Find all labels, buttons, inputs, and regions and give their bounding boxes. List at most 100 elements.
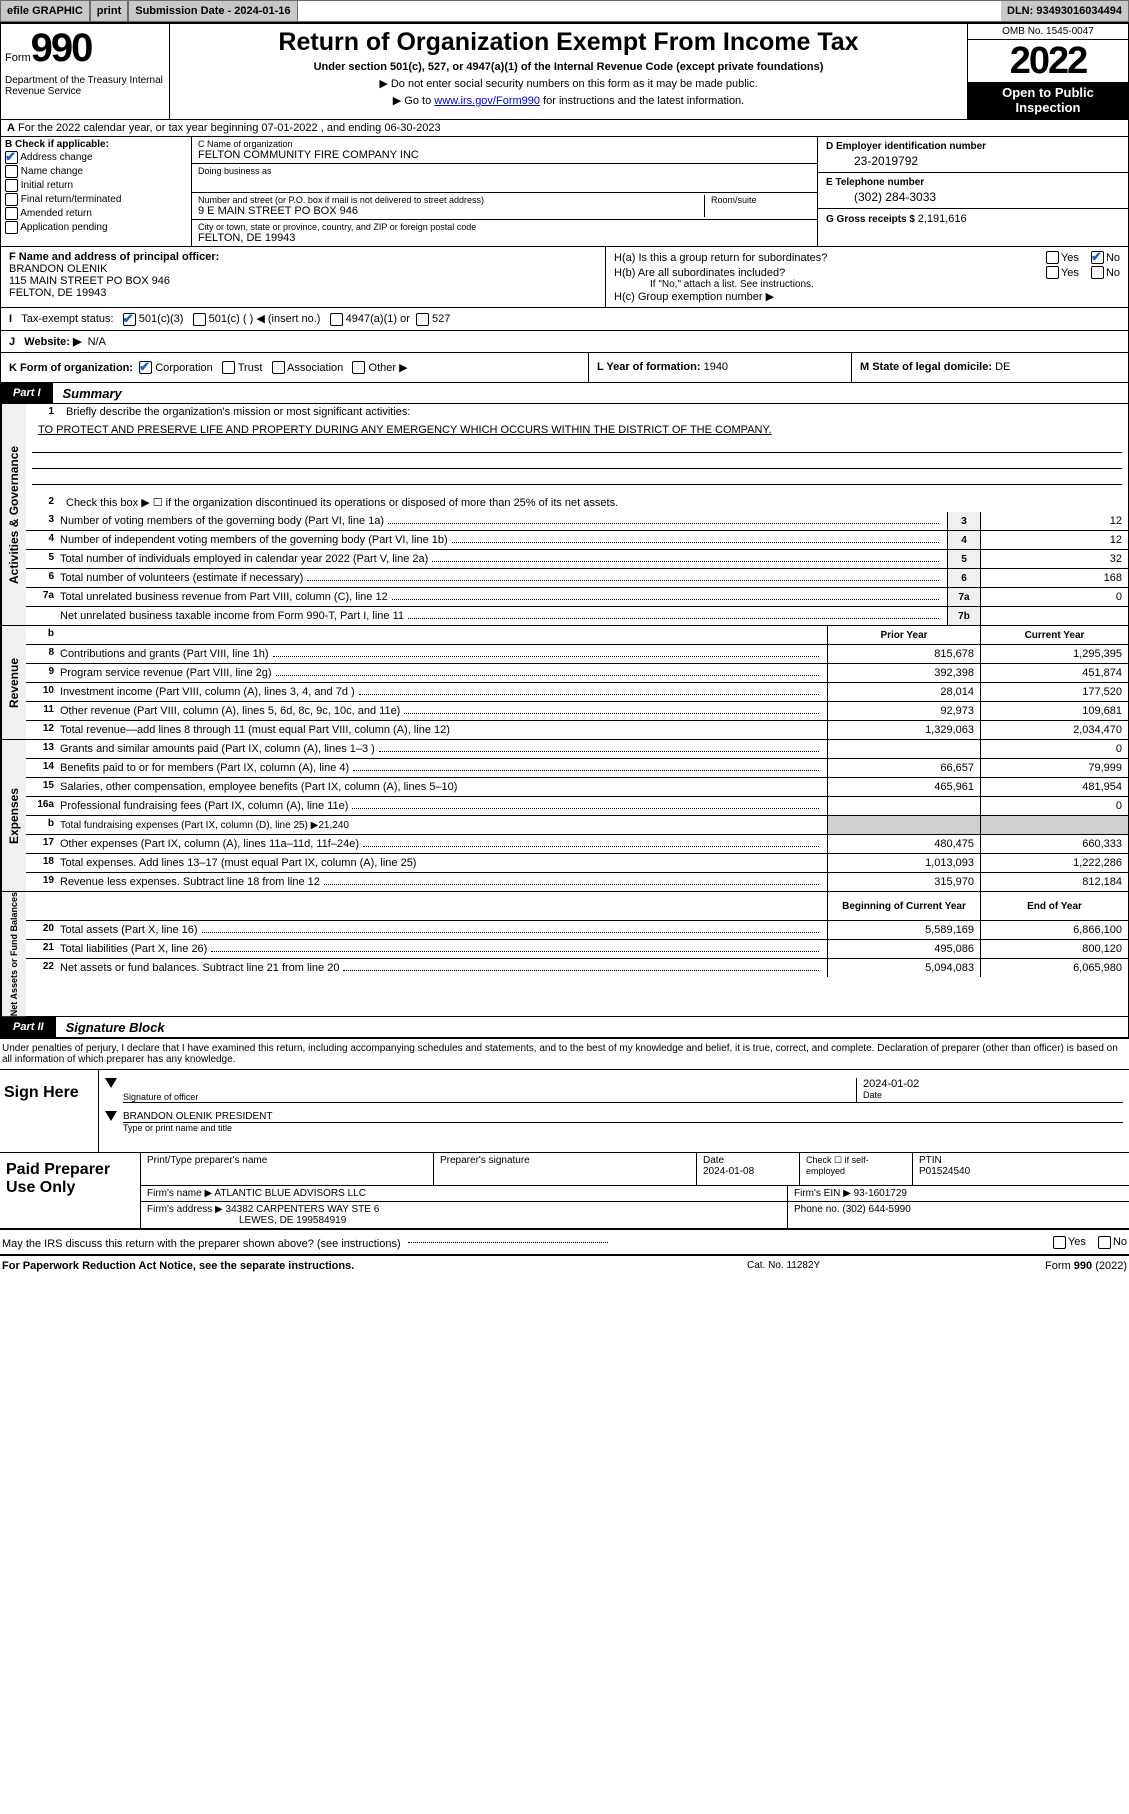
goto-pre: ▶ Go to [393, 95, 434, 107]
chk-trust[interactable] [222, 361, 235, 374]
expenses-section: Expenses 13Grants and similar amounts pa… [0, 740, 1129, 892]
efile-btn[interactable]: efile GRAPHIC [0, 0, 90, 22]
line19-text: Revenue less expenses. Subtract line 18 … [60, 876, 320, 888]
title-sub2b: ▶ Go to www.irs.gov/Form990 for instruct… [176, 94, 961, 107]
chk-other[interactable] [352, 361, 365, 374]
dba-lbl: Doing business as [198, 166, 811, 176]
room-lbl: Room/suite [711, 195, 811, 205]
line10-text: Investment income (Part VIII, column (A)… [60, 686, 355, 698]
hb-note: If "No," attach a list. See instructions… [614, 279, 1120, 290]
ptin-hdr: PTIN [919, 1155, 1123, 1166]
chk-address[interactable]: Address change [5, 151, 187, 164]
topbar-spacer [298, 0, 1001, 22]
officer-box: F Name and address of principal officer:… [1, 247, 606, 307]
pin-icon-2 [105, 1111, 117, 1121]
line15-prior: 465,961 [827, 778, 980, 796]
discuss-row: May the IRS discuss this return with the… [0, 1230, 1129, 1256]
org-name: FELTON COMMUNITY FIRE COMPANY INC [198, 149, 811, 161]
tel: (302) 284-3033 [826, 188, 1120, 204]
line22-text: Net assets or fund balances. Subtract li… [60, 962, 339, 974]
discuss-yes[interactable]: Yes [1053, 1234, 1086, 1250]
line11-text: Other revenue (Part VIII, column (A), li… [60, 705, 400, 717]
year-formation-lbl: L Year of formation: [597, 361, 701, 373]
row-i: I Tax-exempt status: 501(c)(3) 501(c) ( … [0, 308, 1129, 331]
prep-name-hdr: Print/Type preparer's name [141, 1153, 434, 1185]
chk-name[interactable]: Name change [5, 165, 187, 178]
line15-curr: 481,954 [980, 778, 1128, 796]
discuss-no[interactable]: No [1098, 1234, 1127, 1250]
ein-lbl: D Employer identification number [826, 141, 1120, 152]
print-btn[interactable]: print [90, 0, 128, 22]
line19-curr: 812,184 [980, 873, 1128, 891]
website: N/A [88, 336, 106, 348]
tax-year-range: For the 2022 calendar year, or tax year … [18, 122, 441, 134]
chk-4947[interactable] [330, 313, 343, 326]
ha-yes[interactable]: Yes [1046, 251, 1079, 264]
line20-curr: 6,866,100 [980, 921, 1128, 939]
top-bar: efile GRAPHIC print Submission Date - 20… [0, 0, 1129, 22]
sig-name-lbl: Type or print name and title [123, 1123, 1123, 1133]
line21-text: Total liabilities (Part X, line 26) [60, 943, 207, 955]
end-year-hdr: End of Year [980, 892, 1128, 920]
title-sub1: Under section 501(c), 527, or 4947(a)(1)… [176, 61, 961, 73]
gross-cell: G Gross receipts $ 2,191,616 [818, 209, 1128, 229]
chk-527[interactable] [416, 313, 429, 326]
revenue-section: Revenue bPrior YearCurrent Year 8Contrib… [0, 626, 1129, 740]
opt-trust: Trust [238, 362, 263, 374]
col-c: C Name of organization FELTON COMMUNITY … [192, 137, 817, 246]
street-cell: Number and street (or P.O. box if mail i… [192, 193, 817, 220]
form-number-box: Form990 Department of the Treasury Inter… [1, 24, 170, 119]
line18-prior: 1,013,093 [827, 854, 980, 872]
expenses-label: Expenses [1, 740, 26, 891]
chk-assoc[interactable] [272, 361, 285, 374]
hb-no[interactable]: No [1091, 266, 1120, 279]
row-a-taxyear: A For the 2022 calendar year, or tax yea… [0, 120, 1129, 137]
irs-link[interactable]: www.irs.gov/Form990 [434, 95, 540, 107]
year-formation: 1940 [704, 361, 728, 373]
tel-lbl: E Telephone number [826, 177, 1120, 188]
chk-corp[interactable] [139, 361, 152, 374]
chk-501c3[interactable] [123, 313, 136, 326]
firm-addr1: 34382 CARPENTERS WAY STE 6 [226, 1204, 380, 1215]
col-de: D Employer identification number 23-2019… [817, 137, 1128, 246]
penalties-text: Under penalties of perjury, I declare th… [0, 1038, 1129, 1069]
mission-line2 [32, 454, 1122, 469]
cat-no: Cat. No. 11282Y [747, 1260, 967, 1272]
line3-text: Number of voting members of the governin… [60, 515, 384, 527]
prep-date: 2024-01-08 [703, 1166, 793, 1177]
chk-final[interactable]: Final return/terminated [5, 193, 187, 206]
org-name-lbl: C Name of organization [198, 139, 811, 149]
firm-addr2: LEWES, DE 199584919 [147, 1215, 781, 1226]
part2-tag: Part II [1, 1017, 56, 1037]
chk-amended[interactable]: Amended return [5, 207, 187, 220]
formorg-lbl: K Form of organization: [9, 362, 133, 374]
form-word: Form [5, 52, 31, 64]
line16b-val: 21,240 [318, 820, 349, 831]
firm-ein: 93-1601729 [854, 1188, 907, 1199]
sig-lbl: Signature of officer [123, 1078, 856, 1102]
tax-status-lbl: Tax-exempt status: [21, 313, 113, 325]
prep-date-hdr: Date [703, 1155, 793, 1166]
goto-post: for instructions and the latest informat… [540, 95, 744, 107]
line16a-curr: 0 [980, 797, 1128, 815]
ha-lbl: H(a) Is this a group return for subordin… [614, 252, 1034, 264]
part1-tag: Part I [1, 383, 53, 403]
chk-501c[interactable] [193, 313, 206, 326]
revenue-label: Revenue [1, 626, 26, 739]
chk-initial[interactable]: Initial return [5, 179, 187, 192]
netassets-section: Net Assets or Fund Balances Beginning of… [0, 892, 1129, 1017]
hb-yes[interactable]: Yes [1046, 266, 1079, 279]
ptin: P01524540 [919, 1166, 1123, 1177]
footer-form-pre: Form [1045, 1260, 1074, 1272]
line17-text: Other expenses (Part IX, column (A), lin… [60, 838, 359, 850]
line16b-text: Total fundraising expenses (Part IX, col… [60, 820, 318, 831]
chk-app-pending[interactable]: Application pending [5, 221, 187, 234]
mission: TO PROTECT AND PRESERVE LIFE AND PROPERT… [32, 424, 771, 436]
phone-lbl: Phone no. [794, 1204, 840, 1215]
phone: (302) 644-5990 [842, 1204, 910, 1215]
prior-year-hdr: Prior Year [827, 626, 980, 644]
line22-prior: 5,094,083 [827, 959, 980, 977]
line18-text: Total expenses. Add lines 13–17 (must eq… [60, 857, 416, 869]
ha-no[interactable]: No [1091, 251, 1120, 264]
preparer-lbl: Paid Preparer Use Only [0, 1153, 140, 1228]
